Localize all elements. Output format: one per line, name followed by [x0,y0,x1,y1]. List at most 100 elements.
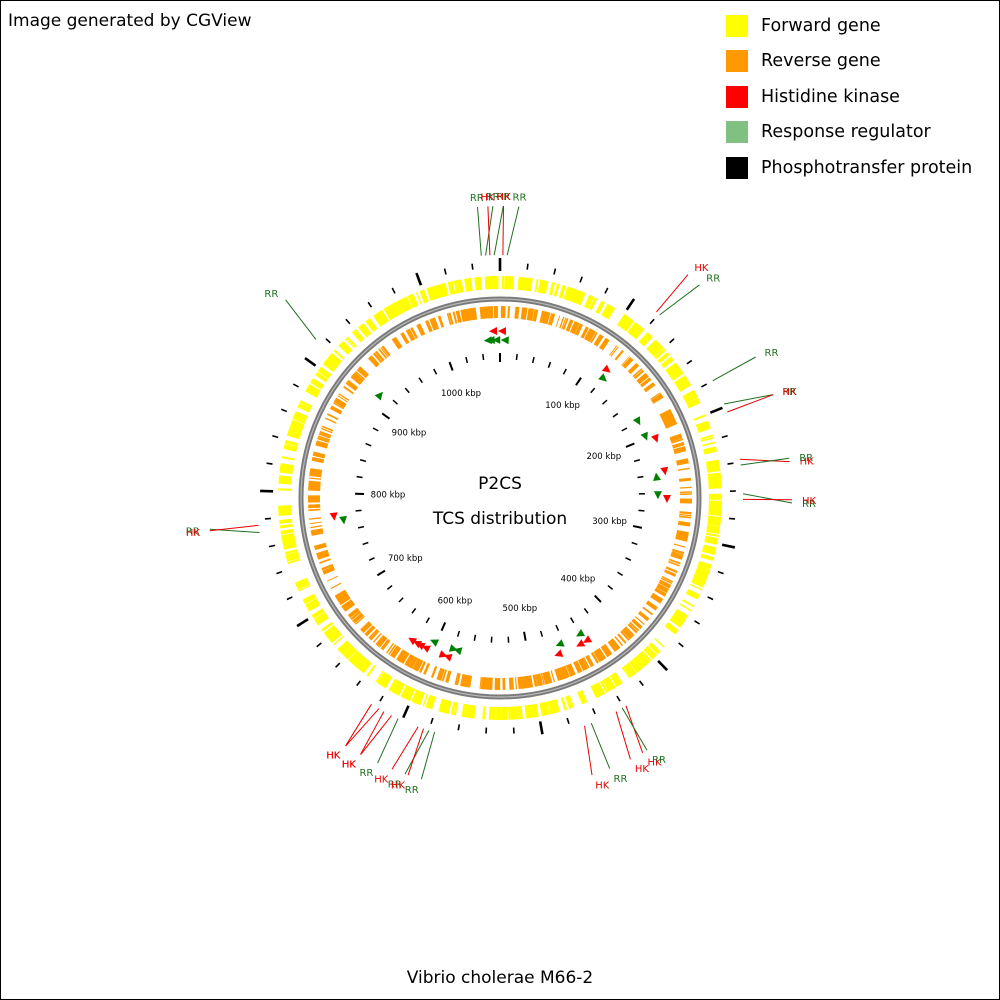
reverse-gene-mark [336,591,349,602]
phosphotransfer-protein-swatch [726,156,748,179]
outer-tick [721,435,728,439]
forward-gene-mark [298,584,311,592]
forward-gene-mark [317,367,331,379]
ruler-tick [365,442,372,447]
response-regulator-label: RR [765,348,779,359]
reverse-gene-mark [637,373,649,385]
reverse-gene-mark [582,657,590,669]
reverse-gene-mark [556,668,563,681]
reverse-gene-mark [320,427,333,434]
reverse-gene-mark [579,657,589,671]
reverse-gene-mark [565,319,574,332]
reverse-gene-mark [593,649,604,662]
forward-gene-mark [283,542,297,550]
reverse-gene-mark [565,664,573,677]
outer-tick [649,318,655,325]
forward-gene-mark [592,683,603,697]
reverse-gene-mark [483,306,489,319]
forward-gene-mark [621,667,631,679]
forward-gene-mark [346,336,357,348]
histidine-kinase-label: HK [374,775,389,786]
reverse-gene-mark [409,656,418,669]
forward-gene-mark [641,334,653,347]
forward-gene-mark [568,694,575,708]
reverse-gene-mark [311,456,325,464]
reverse-gene-mark [481,306,487,319]
reverse-gene-mark [621,629,632,640]
reverse-gene-mark [656,584,669,594]
forward-gene-mark [689,583,703,591]
forward-gene-mark [373,314,383,327]
ruler-tick [465,356,469,364]
outer-tick [709,406,723,414]
reverse-gene-mark [369,629,380,641]
ruler-tick [473,634,477,641]
forward-gene-mark [602,304,614,319]
outer-tick [296,618,309,628]
forward-gene-mark [693,414,707,421]
reverse-gene-mark [507,306,510,319]
histidine-kinase-marker [329,512,338,521]
outer-tick [471,263,474,270]
forward-gene-mark [527,704,535,719]
reverse-gene-mark [679,486,692,489]
forward-gene-mark [375,670,384,683]
reverse-gene-mark [660,411,673,420]
forward-gene-mark [686,398,701,408]
reverse-gene-mark [610,638,621,650]
forward-gene-mark [385,305,397,320]
ruler-tick [376,569,386,577]
response-regulator-label: RR [186,526,200,537]
reverse-gene-mark [522,676,528,689]
forward-gene-mark [306,386,320,396]
forward-gene-mark [628,659,641,673]
forward-gene-mark [657,351,670,364]
forward-gene-mark [453,702,459,716]
forward-gene-mark [401,296,413,311]
callout-line [391,726,419,770]
forward-gene-mark [415,292,422,305]
forward-gene-mark [541,701,550,716]
histidine-kinase-label: HK [326,750,341,761]
reverse-gene-mark [332,402,345,410]
forward-gene-mark [652,346,664,357]
callout-line [345,708,380,747]
forward-gene-mark [278,476,293,482]
outer-tick [264,517,271,520]
reverse-gene-mark [455,310,462,323]
reverse-gene-mark [651,394,664,404]
response-regulator-marker [448,644,458,652]
forward-gene-mark [703,448,718,455]
reverse-gene-mark [650,392,661,400]
forward-gene-mark [638,332,651,345]
reverse-gene-mark [590,331,598,344]
forward-gene-mark [429,285,439,300]
histidine-kinase-marker [438,650,448,658]
reverse-gene-mark [673,543,686,548]
outer-tick [286,596,293,601]
reverse-gene-mark [391,337,401,350]
forward-gene-mark [700,434,714,440]
histidine-kinase-label: HK [391,781,406,792]
reverse-gene-mark [566,663,575,677]
reverse-gene-mark [390,645,401,658]
forward-gene-mark [379,309,390,323]
reverse-gene-mark [675,535,688,541]
forward-gene-mark [704,540,718,545]
forward-gene-mark [692,575,707,585]
outer-tick [415,272,423,286]
callout-line [590,723,611,769]
legend-label: Histidine kinase [761,86,900,107]
histidine-kinase-marker [489,327,498,335]
reverse-gene-mark [675,537,688,542]
reverse-gene-mark [360,621,371,631]
forward-gene-mark [705,532,719,537]
ruler-tick-label: 900 kbp [392,429,427,439]
reverse-gene-mark [372,352,383,364]
forward-gene-mark [707,515,722,523]
forward-gene-mark [285,551,299,557]
forward-gene-mark [397,298,408,313]
histidine-kinase-label: HK [342,759,357,770]
forward-gene-mark [470,705,477,719]
forward-gene-mark [388,678,397,692]
